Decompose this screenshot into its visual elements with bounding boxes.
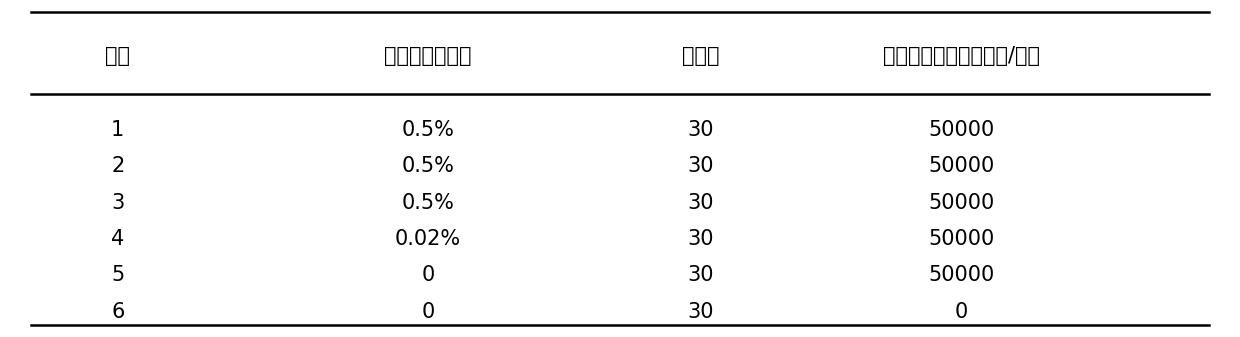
Text: 0.5%: 0.5% bbox=[402, 120, 454, 140]
Text: 50000: 50000 bbox=[928, 120, 994, 140]
Text: 5: 5 bbox=[112, 265, 124, 285]
Text: 30: 30 bbox=[687, 302, 714, 322]
Text: 组别: 组别 bbox=[105, 45, 130, 66]
Text: 鸡只数: 鸡只数 bbox=[682, 45, 719, 66]
Text: 50000: 50000 bbox=[928, 265, 994, 285]
Text: 感染剂量（孢子化卵囊/只）: 感染剂量（孢子化卵囊/只） bbox=[883, 45, 1039, 66]
Text: 0.5%: 0.5% bbox=[402, 156, 454, 176]
Text: 3: 3 bbox=[112, 192, 124, 213]
Text: 50000: 50000 bbox=[928, 156, 994, 176]
Text: 1: 1 bbox=[112, 120, 124, 140]
Text: 30: 30 bbox=[687, 229, 714, 249]
Text: 0: 0 bbox=[422, 265, 434, 285]
Text: 50000: 50000 bbox=[928, 192, 994, 213]
Text: 0.02%: 0.02% bbox=[394, 229, 461, 249]
Text: 50000: 50000 bbox=[928, 229, 994, 249]
Text: 4: 4 bbox=[112, 229, 124, 249]
Text: 6: 6 bbox=[112, 302, 124, 322]
Text: 30: 30 bbox=[687, 120, 714, 140]
Text: 30: 30 bbox=[687, 192, 714, 213]
Text: 0.5%: 0.5% bbox=[402, 192, 454, 213]
Text: 给药剂量和方式: 给药剂量和方式 bbox=[384, 45, 471, 66]
Text: 0: 0 bbox=[422, 302, 434, 322]
Text: 30: 30 bbox=[687, 265, 714, 285]
Text: 2: 2 bbox=[112, 156, 124, 176]
Text: 0: 0 bbox=[955, 302, 967, 322]
Text: 30: 30 bbox=[687, 156, 714, 176]
